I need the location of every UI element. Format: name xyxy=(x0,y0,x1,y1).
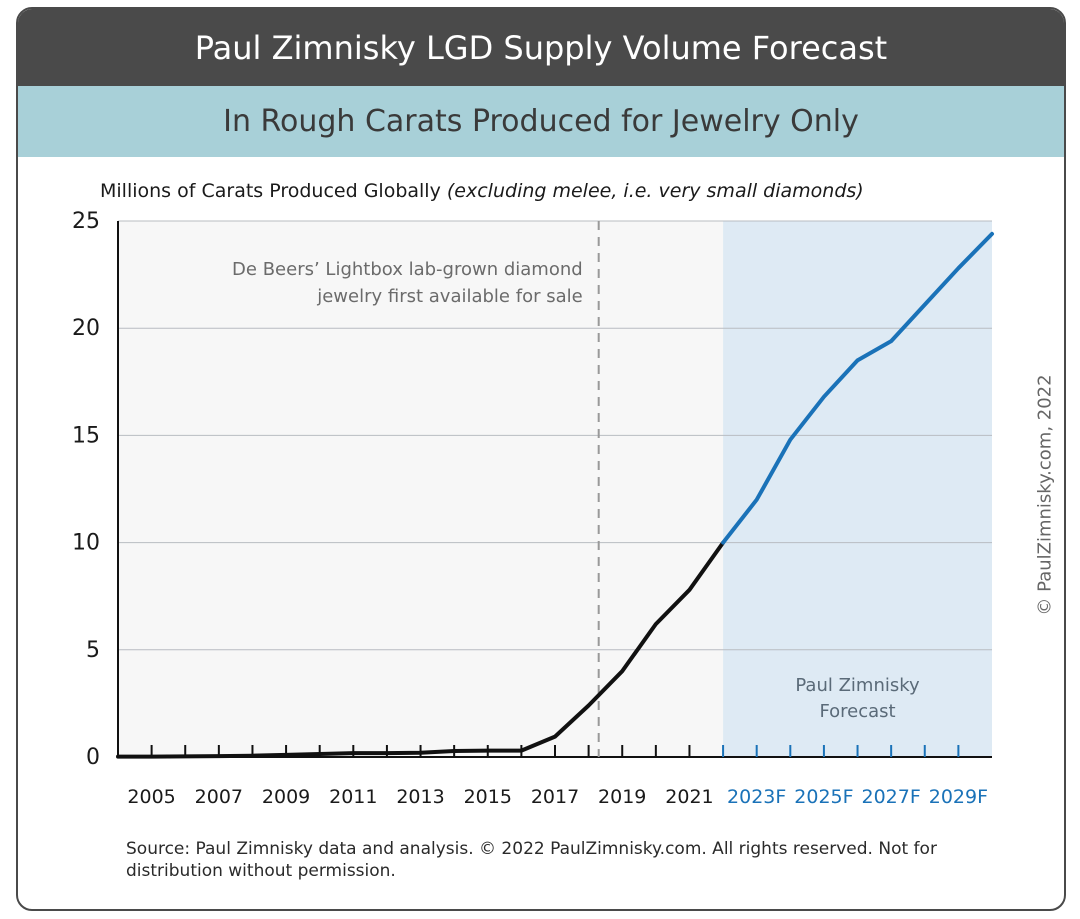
y-tick-label: 10 xyxy=(72,531,100,556)
forecast-series-line xyxy=(721,231,994,545)
x-tick-label: 2009 xyxy=(262,786,310,808)
x-tick-label: 2023F xyxy=(727,786,786,808)
forecast-annotation: Forecast xyxy=(819,701,895,722)
y-tick-label: 5 xyxy=(86,638,100,663)
historical-series-line xyxy=(116,540,726,759)
x-tick-label: 2029F xyxy=(929,786,988,808)
y-tick-label: 25 xyxy=(72,209,100,234)
source-note: Source: Paul Zimnisky data and analysis.… xyxy=(126,839,937,882)
forecast-region xyxy=(723,221,992,757)
chart-title: Paul Zimnisky LGD Supply Volume Forecast xyxy=(18,9,1064,86)
y-tick-label: 15 xyxy=(72,423,100,448)
x-tick-label: 2013 xyxy=(396,786,444,808)
plot-background xyxy=(118,221,724,757)
x-tick-label: 2027F xyxy=(862,786,921,808)
lightbox-annotation: De Beers’ Lightbox lab-grown diamond xyxy=(232,259,583,280)
x-tick-label: 2017 xyxy=(531,786,579,808)
y-tick-label: 20 xyxy=(72,316,100,341)
y-axis-label-main: Millions of Carats Produced Globally xyxy=(100,180,441,202)
x-tick-label: 2025F xyxy=(794,786,853,808)
x-tick-label: 2021 xyxy=(665,786,713,808)
lightbox-annotation: jewelry first available for sale xyxy=(316,286,582,307)
x-tick-label: 2011 xyxy=(329,786,377,808)
x-tick-label: 2007 xyxy=(195,786,243,808)
y-tick-label: 0 xyxy=(86,745,100,770)
x-tick-label: 2005 xyxy=(127,786,175,808)
forecast-annotation: Paul Zimnisky xyxy=(795,675,920,696)
x-tick-label: 2015 xyxy=(464,786,512,808)
y-axis-label-note: (excluding melee, i.e. very small diamon… xyxy=(446,180,864,202)
y-axis-label: Millions of Carats Produced Globally (ex… xyxy=(100,180,864,202)
chart-subtitle: In Rough Carats Produced for Jewelry Onl… xyxy=(18,86,1064,157)
copyright-text: © PaulZimnisky.com, 2022 xyxy=(1034,374,1056,616)
x-tick-label: 2019 xyxy=(598,786,646,808)
